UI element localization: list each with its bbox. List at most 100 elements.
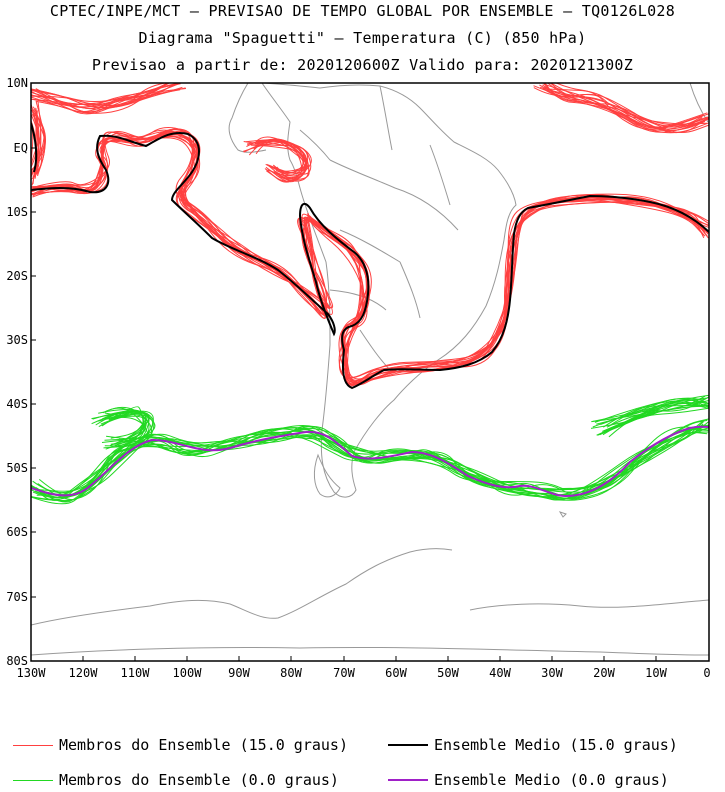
green-member-1-14 [104,412,147,445]
green-member-0-1 [38,424,709,500]
lat-label: 70S [6,590,28,604]
legend-label: Membros do Ensemble (0.0 graus) [59,771,339,789]
red-member-0-1 [31,128,709,382]
legend-line-red [13,744,53,746]
map-title-line1: CPTEC/INPE/MCT – PREVISAO DE TEMPO GLOBA… [49,2,676,20]
red-member-0-5 [31,130,709,380]
mean-15-layer [31,122,709,390]
red-member-3-10 [31,110,46,178]
legend-line-green [13,779,53,781]
red-member-1-13 [31,88,187,114]
lon-label: 30W [541,666,563,680]
red-member-0-9 [32,129,706,387]
legend-members-15: Membros do Ensemble (15.0 graus) [13,736,348,754]
mean-15-northwest-contour [31,122,38,173]
tierra-del-fuego [313,453,341,498]
legend-label: Membros do Ensemble (15.0 graus) [59,736,348,754]
green-member-2-14 [603,395,706,432]
red-member-0-2 [31,127,709,383]
legend-line-black [388,744,428,746]
lat-label: EQ [14,141,28,155]
red-member-2-8 [544,83,703,130]
lon-label: 20W [593,666,615,680]
red-member-4-14 [243,141,312,179]
lon-label: 100W [173,666,203,680]
south-georgia [558,511,567,518]
lon-label: 80W [280,666,302,680]
red-member-0-12 [31,131,708,386]
map-title-line2: Diagrama "Spaguetti" – Temperatura (C) (… [138,29,587,47]
mean-0-contour [31,425,709,498]
red-member-1-14 [31,83,167,107]
red-member-3-12 [31,121,34,166]
longitude-labels: 130W 120W 110W 100W 90W 80W 70W 60W 50W … [17,666,711,680]
lon-label: 70W [333,666,355,680]
green-member-0-16 [34,420,704,501]
lat-label: 50S [6,461,28,475]
red-member-4-7 [255,140,303,180]
green-member-1-15 [104,411,150,444]
legend-label: Ensemble Medio (15.0 graus) [434,736,678,754]
green-member-1-9 [98,409,154,443]
lon-label: 60W [385,666,407,680]
red-member-0-7 [31,131,709,384]
red-member-0-6 [31,128,706,386]
lon-label: 10W [645,666,667,680]
green-member-1-16 [95,410,147,450]
lat-label: 80S [6,654,28,668]
legend-members-0: Membros do Ensemble (0.0 graus) [13,771,339,789]
red-member-4-12 [248,138,307,181]
red-member-2-13 [533,85,703,126]
lon-label: 130W [17,666,47,680]
legend-line-purple [388,779,428,781]
legend-mean-0: Ensemble Medio (0.0 graus) [388,771,669,789]
red-member-2-12 [549,83,707,125]
red-member-2-15 [539,84,709,127]
lat-label: 40S [6,397,28,411]
members-0-layer [31,394,709,505]
red-member-0-13 [37,132,709,386]
lon-label: 120W [69,666,99,680]
mean-0-layer [31,425,709,498]
lat-label: 10N [6,76,28,90]
lat-label: 20S [6,269,28,283]
red-member-4-15 [246,139,307,172]
red-member-0-15 [31,129,705,385]
lon-label: 40W [489,666,511,680]
red-member-0-3 [32,130,705,383]
red-member-0-4 [31,130,709,379]
red-member-1-15 [31,83,171,108]
antarctica-coast [31,548,709,656]
latitude-labels: 10N EQ 10S 20S 30S 40S 50S 60S 70S 80S [6,76,28,668]
red-member-3-15 [31,114,45,174]
green-member-2-17 [608,399,706,427]
lat-label: 30S [6,333,28,347]
red-member-2-7 [546,83,708,128]
mean-15-western-contour [31,132,709,390]
tick-marks [30,82,710,662]
map-frame [30,82,710,662]
red-member-4-11 [253,138,307,183]
lon-label: 110W [121,666,151,680]
red-member-4-13 [251,140,309,174]
green-member-2-12 [599,407,709,436]
green-member-1-17 [102,407,149,446]
map-title-line3: Previsao a partir de: 2020120600Z Valido… [91,56,634,74]
green-member-2-16 [608,403,701,438]
red-member-0-14 [31,136,706,386]
lat-label: 10S [6,205,28,219]
lon-label: 0 [703,666,710,680]
red-member-2-11 [543,83,709,130]
green-member-2-13 [594,397,709,423]
coastline-layer [31,83,709,656]
lon-label: 90W [228,666,250,680]
lat-label: 60S [6,525,28,539]
legend-label: Ensemble Medio (0.0 graus) [434,771,669,789]
members-15-layer [31,83,709,387]
red-member-2-14 [554,83,704,131]
red-member-0-0 [32,132,709,381]
lon-label: 50W [437,666,459,680]
red-member-0-11 [31,132,709,383]
green-member-2-7 [606,403,709,428]
